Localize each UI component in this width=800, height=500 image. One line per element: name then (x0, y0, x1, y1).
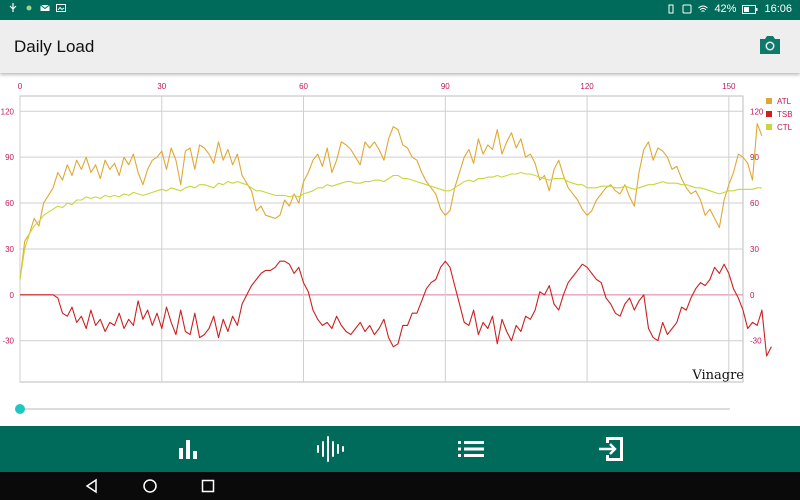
notification-icon (26, 5, 32, 11)
x-tick-label-top: 0 (18, 82, 23, 91)
recents-icon[interactable] (199, 477, 217, 495)
battery-icon (742, 4, 758, 14)
x-tick-label-top: 90 (441, 82, 450, 91)
series-line-tsb (20, 260, 772, 357)
wifi-icon (698, 5, 709, 12)
status-left-icons (8, 3, 66, 13)
legend-swatch-atl (766, 98, 772, 104)
x-tick-label-top: 30 (157, 82, 166, 91)
y-tick-label-left: 90 (5, 153, 14, 162)
app-bar: Daily Load (0, 20, 800, 73)
back-icon[interactable] (83, 477, 101, 495)
y-tick-label-right: 30 (750, 245, 759, 254)
plot-frame (19, 95, 744, 383)
x-tick-label-top: 150 (722, 82, 736, 91)
y-tick-label-right: 0 (750, 291, 755, 300)
legend-label-tsb: TSB (777, 110, 793, 119)
legend-label-atl: ATL (777, 97, 792, 106)
usb-icon (9, 3, 17, 12)
legend-swatch-tsb (766, 111, 772, 117)
series-line-atl (19, 122, 763, 280)
exit-icon[interactable] (596, 434, 628, 464)
y-tick-label-left: 30 (5, 245, 14, 254)
y-tick-label-right: 120 (750, 107, 764, 116)
camera-icon[interactable] (758, 34, 782, 56)
y-tick-label-right: 60 (750, 199, 759, 208)
y-tick-label-left: 120 (1, 107, 15, 116)
status-time: 16:06 (764, 3, 792, 15)
list-icon[interactable] (455, 434, 487, 464)
watermark: Vinagre (692, 368, 744, 383)
range-slider-track[interactable] (20, 408, 730, 410)
system-nav-bar (0, 472, 800, 500)
series-line-ctl (19, 171, 762, 280)
legend-label-ctl: CTL (777, 123, 793, 132)
waveform-icon[interactable] (314, 434, 346, 464)
status-right-icons: 42% 16:06 (666, 3, 792, 15)
daily-load-chart: 120 120 90 90 60 60 30 30 0 0 -30 -30 0 30 60 90 120 150 A… (0, 76, 800, 394)
y-tick-label-left: -30 (2, 337, 14, 346)
bottom-nav (0, 426, 800, 472)
x-tick-label-top: 60 (299, 82, 308, 91)
page-title: Daily Load (14, 37, 95, 56)
vibrate-icon (668, 4, 674, 14)
mail-icon (40, 4, 50, 11)
y-tick-label-left: 0 (10, 291, 15, 300)
range-slider-thumb[interactable] (15, 404, 25, 414)
gallery-icon (56, 4, 66, 12)
x-tick-label-top: 120 (580, 82, 594, 91)
y-tick-label-left: 60 (5, 199, 14, 208)
bar-chart-icon[interactable] (173, 434, 205, 464)
y-tick-label-right: -30 (750, 337, 762, 346)
nfc-icon (682, 4, 692, 14)
legend-swatch-ctl (766, 124, 772, 130)
status-bar: 42% 16:06 (0, 0, 800, 20)
battery-percent: 42% (714, 3, 737, 15)
home-icon[interactable] (141, 477, 159, 495)
